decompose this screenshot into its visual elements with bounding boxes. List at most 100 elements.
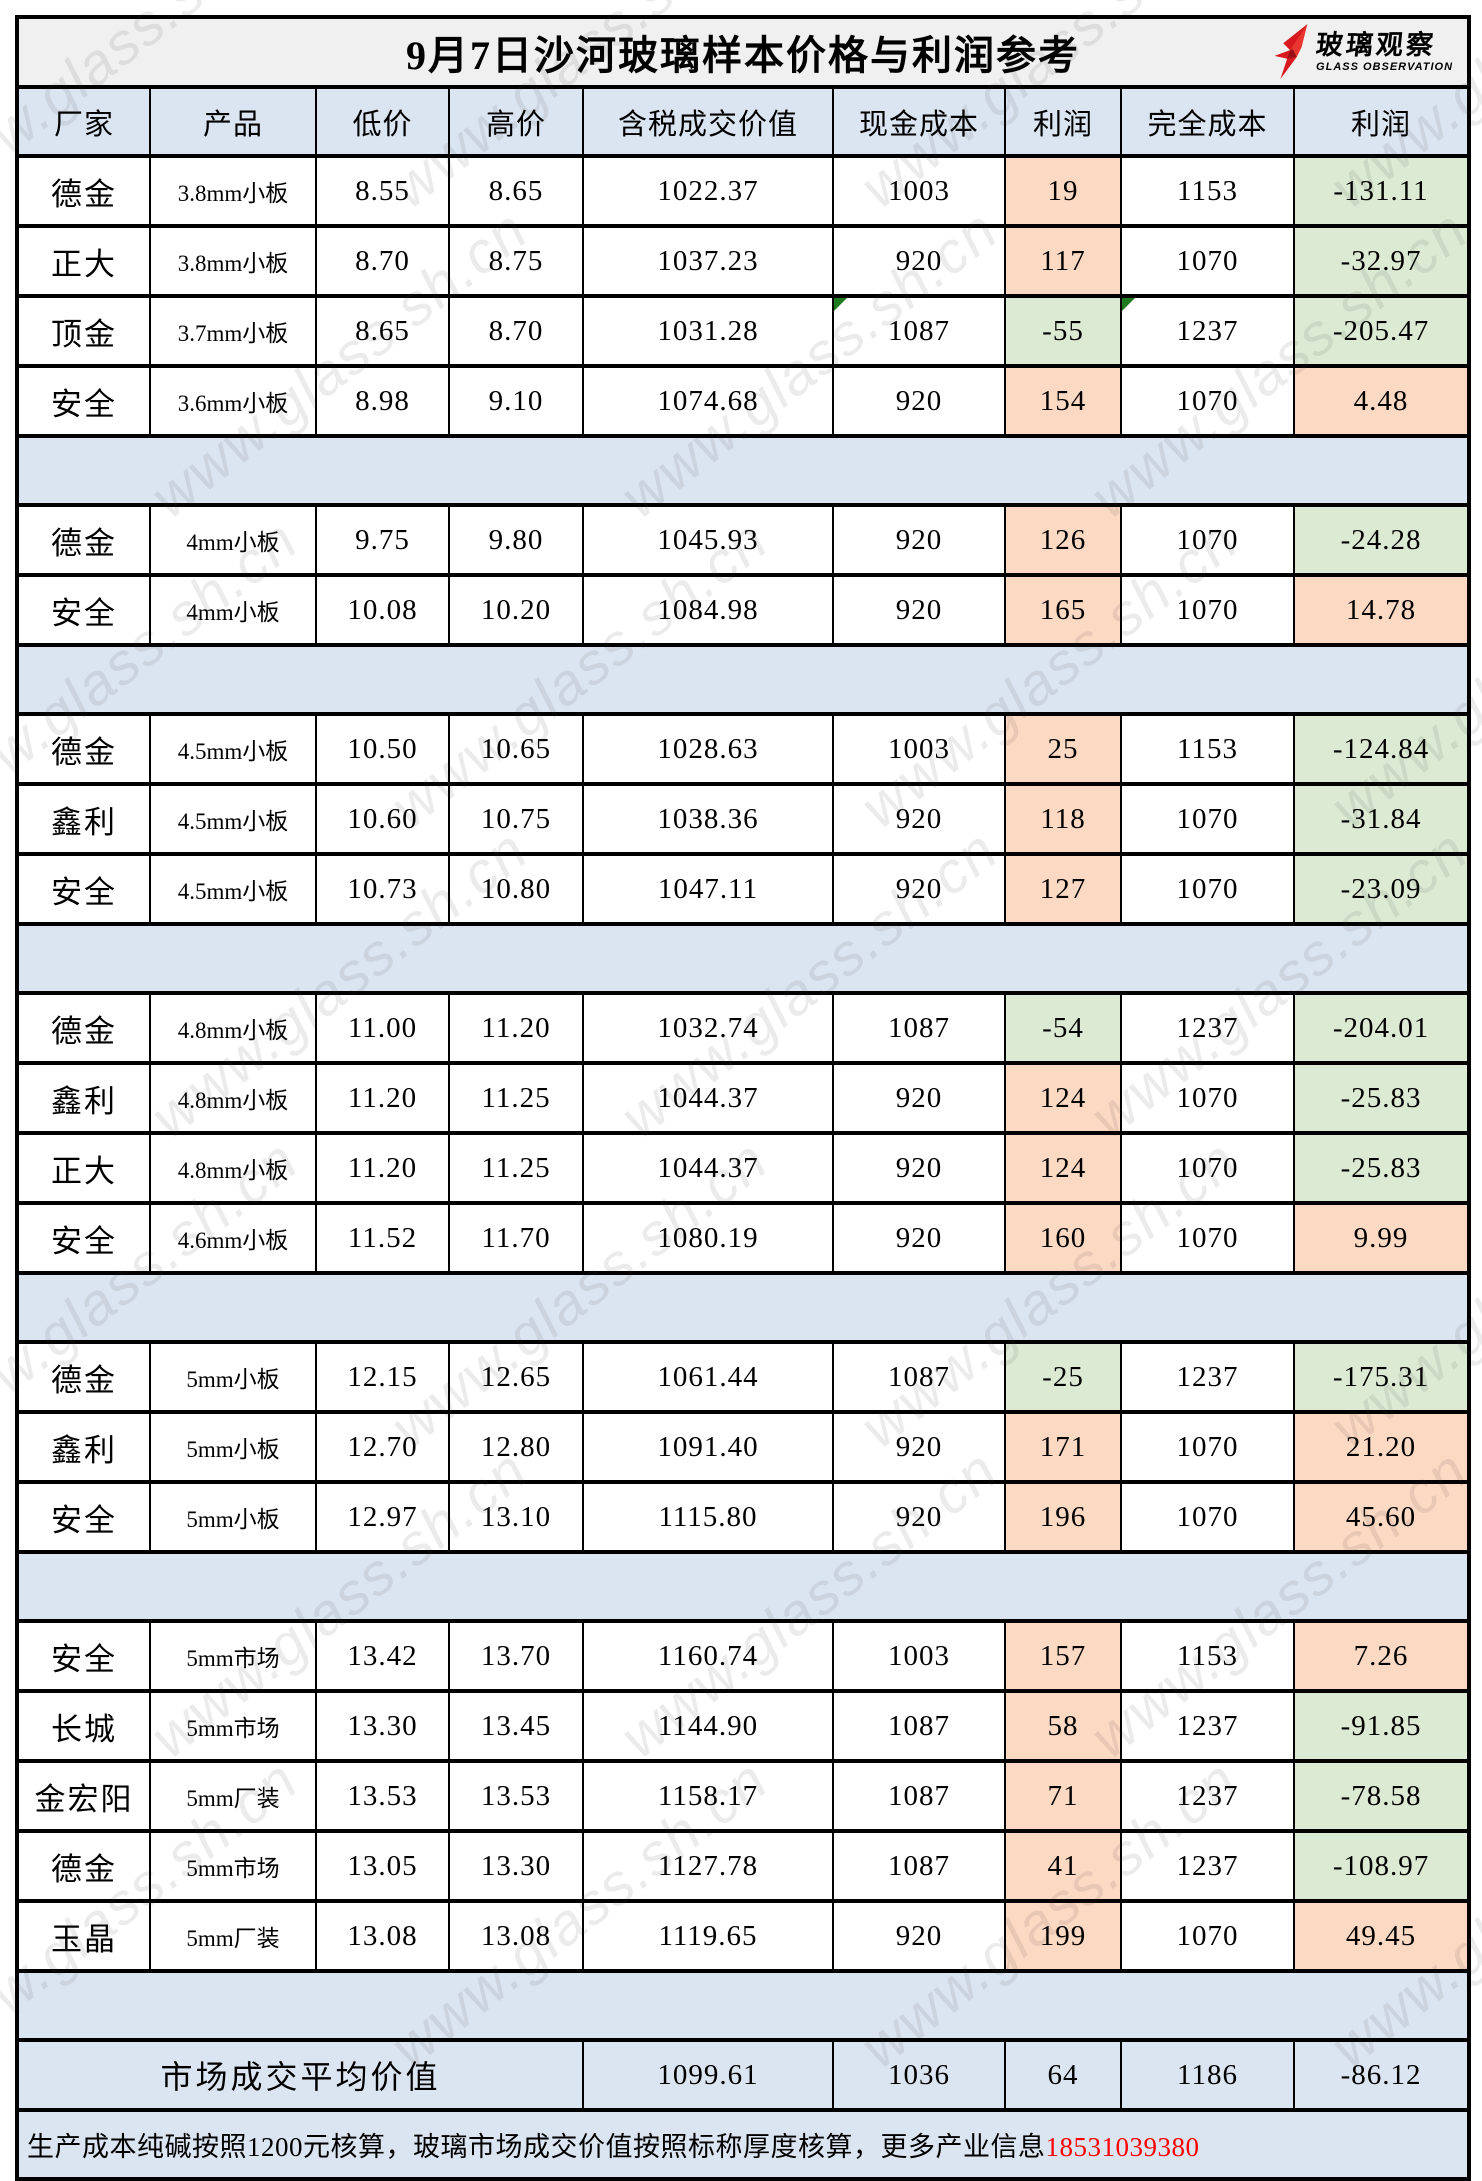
cell-low-price: 11.00	[315, 991, 450, 1065]
cell-high-price: 10.80	[448, 852, 584, 926]
logo-chinese-name: 玻璃观察	[1314, 29, 1438, 60]
cell-taxed-value: 1080.19	[582, 1201, 834, 1275]
table-row: 安全 3.6mm小板 8.98 9.10 1074.68 920 154 1070 4.48	[16, 364, 1471, 438]
footer-note: 生产成本纯碱按照1200元核算，玻璃市场成交价值按照标称厚度核算，更多产业信息	[27, 2132, 1046, 2162]
cell-full-cost: 1070	[1120, 503, 1295, 577]
table-row: 正大 3.8mm小板 8.70 8.75 1037.23 920 117 1070 -32.97	[16, 224, 1471, 298]
footer-row: 生产成本纯碱按照1200元核算，玻璃市场成交价值按照标称厚度核算，更多产业信息1…	[15, 2108, 1471, 2181]
cell-cash-profit: 58	[1004, 1689, 1122, 1763]
cell-high-price: 13.30	[448, 1829, 584, 1903]
cell-low-price: 11.52	[315, 1201, 450, 1275]
cell-cash-cost: 920	[832, 852, 1006, 926]
cell-full-profit: -175.31	[1292, 1340, 1471, 1414]
cell-low-price: 10.50	[315, 712, 450, 786]
cell-full-profit: -32.97	[1292, 224, 1471, 298]
cell-factory: 金宏阳	[16, 1759, 151, 1833]
cell-full-profit: -78.58	[1292, 1759, 1471, 1833]
average-cash-profit: 64	[1004, 2038, 1122, 2112]
footer-cell: 生产成本纯碱按照1200元核算，玻璃市场成交价值按照标称厚度核算，更多产业信息1…	[15, 2108, 1471, 2181]
cell-cash-cost: 920	[832, 364, 1006, 438]
cell-cash-profit: 124	[1004, 1131, 1122, 1205]
cell-full-cost: 1070	[1120, 573, 1295, 647]
cell-low-price: 8.65	[315, 294, 450, 368]
cell-cash-profit: -55	[1004, 294, 1122, 368]
cell-factory: 德金	[16, 503, 151, 577]
cell-error-corner-icon	[835, 300, 847, 311]
cell-cash-cost: 1087	[832, 1689, 1006, 1763]
cell-cash-cost: 920	[832, 1131, 1006, 1205]
cell-product: 5mm厂装	[149, 1759, 317, 1833]
cell-low-price: 10.60	[315, 782, 450, 856]
section-spacer-row	[15, 1969, 1471, 2042]
cell-product: 4.5mm小板	[149, 852, 317, 926]
cell-full-cost: 1070	[1120, 852, 1295, 926]
table-row: 鑫利 4.8mm小板 11.20 11.25 1044.37 920 124 1070 -25.…	[16, 1061, 1471, 1135]
cell-cash-profit: 157	[1004, 1619, 1122, 1693]
cell-factory: 安全	[16, 1619, 151, 1693]
cell-taxed-value: 1127.78	[582, 1829, 834, 1903]
col-header-cash-profit: 利润	[1004, 85, 1122, 158]
cell-cash-cost: 920	[832, 503, 1006, 577]
cell-full-cost: 1070	[1120, 1480, 1295, 1554]
cell-cash-profit: 154	[1004, 364, 1122, 438]
cell-full-cost: 1237	[1120, 991, 1295, 1065]
cell-low-price: 8.55	[315, 154, 450, 228]
logo-english-name: GLASS OBSERVATION	[1316, 60, 1454, 73]
cell-full-cost: 1070	[1120, 1201, 1295, 1275]
cell-product: 4.5mm小板	[149, 712, 317, 786]
cell-full-cost: 1237	[1120, 294, 1295, 368]
cell-product: 5mm市场	[149, 1619, 317, 1693]
cell-product: 4mm小板	[149, 573, 317, 647]
title-row: 9月7日沙河玻璃样本价格与利润参考 玻璃观察 GLASS OBSERVATION	[15, 15, 1471, 89]
cell-taxed-value: 1119.65	[582, 1899, 834, 1973]
cell-factory: 安全	[16, 1480, 151, 1554]
section-spacer	[15, 1969, 1471, 2042]
cell-low-price: 10.73	[315, 852, 450, 926]
cell-cash-cost: 920	[832, 1899, 1006, 1973]
cell-high-price: 8.70	[448, 294, 584, 368]
cell-error-corner-icon	[1123, 300, 1135, 311]
cell-product: 3.8mm小板	[149, 154, 317, 228]
cell-full-profit: -204.01	[1292, 991, 1471, 1065]
cell-product: 3.6mm小板	[149, 364, 317, 438]
cell-full-cost: 1153	[1120, 154, 1295, 228]
average-full-profit: -86.12	[1292, 2038, 1471, 2112]
cell-taxed-value: 1045.93	[582, 503, 834, 577]
cell-low-price: 10.08	[315, 573, 450, 647]
cell-factory: 鑫利	[16, 782, 151, 856]
cell-full-profit: -131.11	[1292, 154, 1471, 228]
col-header-high-price: 高价	[448, 85, 584, 158]
cell-full-profit: -23.09	[1292, 852, 1471, 926]
cell-taxed-value: 1022.37	[582, 154, 834, 228]
cell-taxed-value: 1032.74	[582, 991, 834, 1065]
section-spacer-row	[15, 922, 1471, 995]
cell-product: 5mm市场	[149, 1689, 317, 1763]
table-row: 安全 4mm小板 10.08 10.20 1084.98 920 165 1070 14.78	[16, 573, 1471, 647]
cell-low-price: 13.42	[315, 1619, 450, 1693]
cell-full-profit: 9.99	[1292, 1201, 1471, 1275]
cell-product: 3.7mm小板	[149, 294, 317, 368]
cell-cash-profit: 127	[1004, 852, 1122, 926]
table-row: 金宏阳 5mm厂装 13.53 13.53 1158.17 1087 71 1237 -78.5…	[16, 1759, 1471, 1833]
cell-taxed-value: 1091.40	[582, 1410, 834, 1484]
cell-factory: 安全	[16, 1201, 151, 1275]
cell-full-cost: 1153	[1120, 1619, 1295, 1693]
table-row: 玉晶 5mm厂装 13.08 13.08 1119.65 920 199 1070 49.45	[16, 1899, 1471, 1973]
cell-cash-profit: 126	[1004, 503, 1122, 577]
cell-factory: 长城	[16, 1689, 151, 1763]
cell-product: 4mm小板	[149, 503, 317, 577]
table-row: 正大 4.8mm小板 11.20 11.25 1044.37 920 124 1070 -25.…	[16, 1131, 1471, 1205]
table-row: 安全 4.5mm小板 10.73 10.80 1047.11 920 127 1070 -23.…	[16, 852, 1471, 926]
cell-taxed-value: 1158.17	[582, 1759, 834, 1833]
cell-factory: 德金	[16, 712, 151, 786]
cell-factory: 玉晶	[16, 1899, 151, 1973]
cell-full-profit: 7.26	[1292, 1619, 1471, 1693]
cell-full-cost: 1237	[1120, 1759, 1295, 1833]
cell-full-profit: -25.83	[1292, 1061, 1471, 1135]
section-spacer	[15, 434, 1471, 507]
col-header-factory: 厂家	[16, 85, 151, 158]
cell-cash-cost: 1087	[832, 1759, 1006, 1833]
cell-high-price: 10.65	[448, 712, 584, 786]
cell-full-profit: -25.83	[1292, 1131, 1471, 1205]
cell-low-price: 11.20	[315, 1131, 450, 1205]
